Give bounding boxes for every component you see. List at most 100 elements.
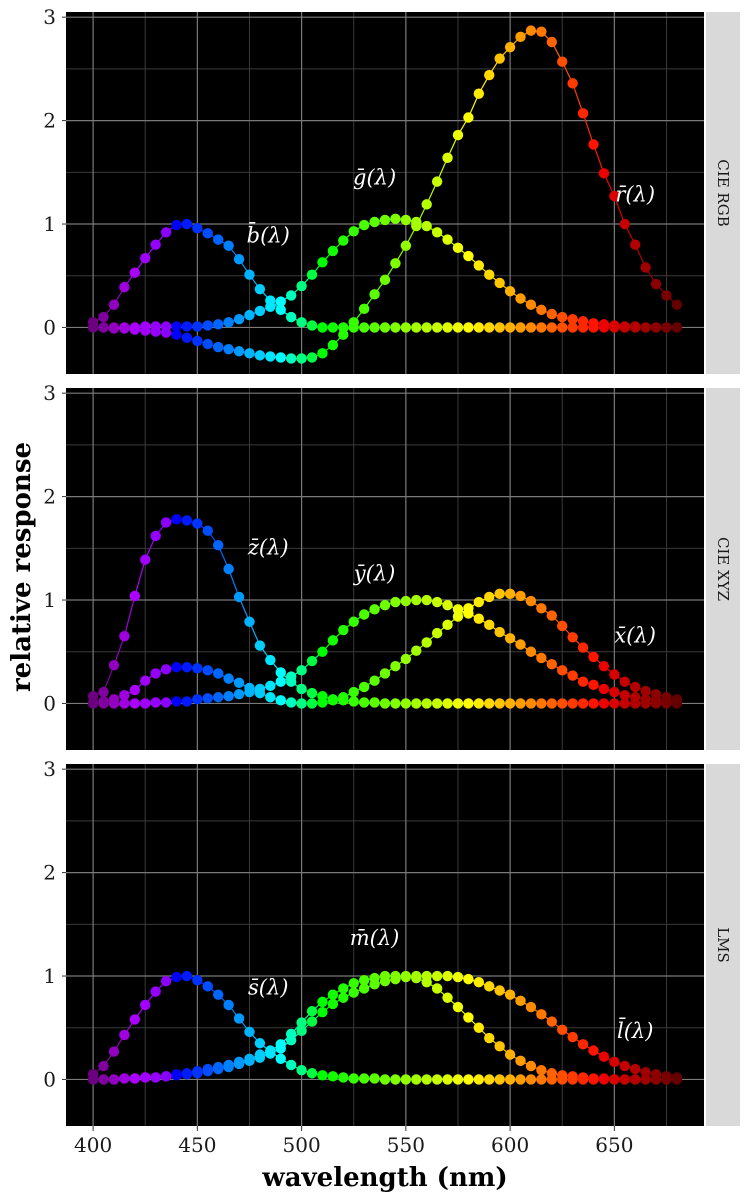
data-point <box>567 313 578 325</box>
data-point <box>358 219 370 231</box>
data-point <box>619 218 630 230</box>
data-point <box>296 353 307 364</box>
data-point <box>327 635 339 646</box>
data-point <box>108 322 120 333</box>
data-point <box>369 322 380 333</box>
data-point <box>515 995 526 1007</box>
data-point <box>452 971 464 983</box>
data-point <box>296 698 307 709</box>
data-point <box>192 321 203 332</box>
data-point <box>317 348 328 359</box>
data-point <box>87 698 99 709</box>
data-point <box>171 971 182 983</box>
data-point <box>588 139 599 150</box>
curve-label: m̄(λ) <box>350 926 400 950</box>
data-point <box>411 322 422 333</box>
data-point <box>181 321 193 332</box>
data-point <box>640 685 651 697</box>
facet-strip <box>706 12 740 374</box>
y-tick-label: 1 <box>43 588 56 612</box>
data-point <box>640 262 651 273</box>
data-point <box>473 613 485 624</box>
panel-2: 0 1 2 3 z̄(λ) ȳ(λ) x̄(λ) CIE XYZ <box>43 381 740 750</box>
data-point <box>317 691 328 702</box>
data-point <box>358 681 370 693</box>
panel-3: 0 1 2 3 s̄(λ) m̄(λ) l̄(λ) LMS 400 450 500 550 600 650 <box>43 757 740 1157</box>
data-point <box>171 1069 182 1080</box>
data-point <box>525 595 537 607</box>
data-point <box>213 319 224 330</box>
data-point <box>557 620 568 632</box>
data-point <box>275 1053 286 1064</box>
data-point <box>442 152 453 164</box>
data-point <box>140 1072 151 1083</box>
data-point <box>160 1071 172 1082</box>
data-point <box>609 190 620 202</box>
facet-strip-label: LMS <box>714 927 732 963</box>
data-point <box>671 299 683 310</box>
data-point <box>609 1074 620 1085</box>
data-point <box>567 1031 578 1043</box>
data-point <box>431 596 443 608</box>
data-point <box>629 681 641 693</box>
data-point <box>650 698 662 709</box>
data-point <box>494 322 505 333</box>
data-point <box>577 1074 589 1085</box>
data-point <box>588 651 599 663</box>
data-point <box>463 322 474 333</box>
data-point <box>494 698 505 709</box>
data-point <box>369 1073 380 1084</box>
data-point <box>442 619 453 631</box>
data-point <box>275 695 286 706</box>
data-point <box>431 983 443 994</box>
data-point <box>619 1060 630 1072</box>
data-point <box>546 1074 557 1085</box>
data-point <box>160 976 172 987</box>
data-point <box>317 322 328 333</box>
x-tick-label: 650 <box>595 1133 633 1157</box>
y-tick-label: 2 <box>43 109 56 133</box>
data-point <box>463 973 474 985</box>
data-point <box>473 1074 485 1085</box>
data-point <box>296 280 307 292</box>
data-point <box>390 970 401 982</box>
data-point <box>577 322 589 333</box>
data-point <box>546 1016 557 1027</box>
curve-label: ȳ(λ) <box>353 561 396 585</box>
data-point <box>598 698 610 709</box>
data-point <box>338 235 349 246</box>
data-point <box>629 1074 641 1085</box>
data-point <box>411 645 422 656</box>
data-point <box>619 689 630 701</box>
data-point <box>494 53 505 64</box>
y-tick-label: 3 <box>43 5 56 29</box>
data-point <box>577 698 589 709</box>
data-point <box>421 1074 432 1085</box>
data-point <box>379 698 391 709</box>
data-point <box>358 322 370 333</box>
y-tick-label: 1 <box>43 964 56 988</box>
data-point <box>223 343 234 355</box>
data-point <box>338 1072 349 1083</box>
data-point <box>411 1074 422 1085</box>
data-point <box>577 676 589 687</box>
data-point <box>160 664 172 675</box>
data-point <box>129 1073 141 1084</box>
data-point <box>536 322 547 333</box>
data-point <box>390 698 401 709</box>
data-point <box>223 999 234 1011</box>
data-point <box>98 311 109 323</box>
data-point <box>400 698 412 709</box>
data-point <box>504 41 516 53</box>
data-point <box>525 25 537 36</box>
data-point <box>202 228 213 239</box>
data-point <box>244 686 255 698</box>
data-point <box>244 616 255 627</box>
data-point <box>285 697 297 708</box>
data-point <box>119 281 130 293</box>
data-point <box>452 604 464 615</box>
x-tick-label: 600 <box>491 1133 529 1157</box>
data-point <box>525 1001 537 1013</box>
data-point <box>463 698 474 709</box>
data-point <box>442 234 453 245</box>
